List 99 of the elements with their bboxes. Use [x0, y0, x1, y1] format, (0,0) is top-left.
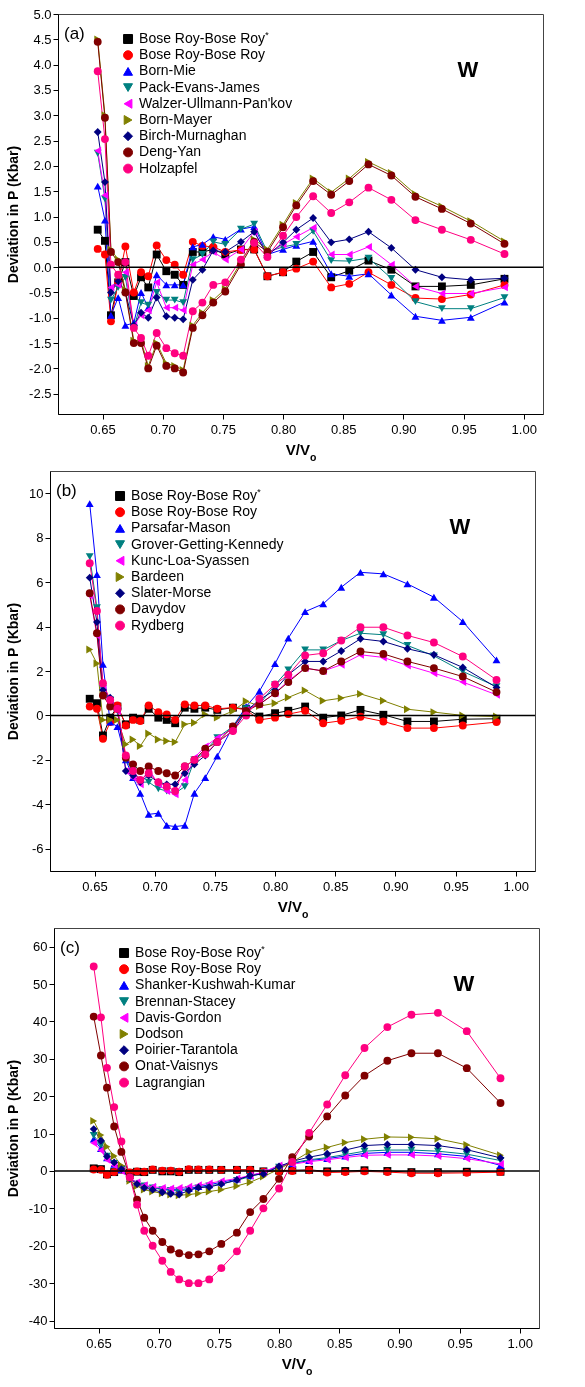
y-tick-label: -10 [28, 1200, 48, 1216]
legend-label: Walzer-Ullmann-Pan'kov [139, 94, 293, 111]
annotation: W [449, 514, 471, 539]
x-tick-label: 0.90 [383, 878, 409, 894]
y-tick-label: 4 [36, 619, 44, 635]
y-tick-label: 20 [33, 1088, 48, 1104]
legend-label: Holzapfel [139, 159, 198, 176]
y-tick-label: 50 [33, 976, 48, 992]
y-tick-label: 60 [33, 939, 48, 955]
legend-label: Bose Roy-Bose Roy [139, 46, 266, 63]
x-tick-label: 0.70 [150, 421, 176, 437]
legend-label: Slater-Morse [131, 584, 212, 601]
annotation: (b) [56, 481, 77, 500]
x-tick-label: 0.90 [391, 421, 417, 437]
y-tick-label: 5.0 [33, 6, 52, 22]
y-tick-label: -30 [28, 1275, 48, 1291]
y-tick-label: 6 [36, 574, 44, 590]
y-tick-label: -6 [31, 841, 44, 857]
y-tick-label: -2.0 [29, 360, 52, 376]
x-tick-label: 0.65 [86, 1335, 112, 1351]
legend-label: Pack-Evans-James [139, 78, 260, 95]
legend-label: Born-Mayer [139, 111, 213, 127]
legend-label: Shanker-Kushwah-Kumar [135, 976, 296, 993]
x-tick-label: 0.70 [146, 1335, 172, 1351]
x-axis-title: V/V$_{o}$ [285, 440, 317, 463]
x-tick-label: 0.75 [202, 878, 229, 894]
legend-label: Bardeen [131, 568, 184, 584]
y-tick-label: 10 [33, 1126, 48, 1142]
y-axis-title: Deviation in P (Kbar) [5, 145, 22, 284]
y-tick-label: 3.5 [33, 82, 52, 98]
x-tick-label: 0.85 [327, 1335, 353, 1351]
y-tick-label: -0.5 [29, 284, 52, 300]
x-tick-label: 0.80 [262, 878, 289, 894]
y-tick-label: 2.5 [33, 133, 52, 149]
y-tick-label: -20 [28, 1238, 48, 1254]
legend-label: Rydberg [131, 616, 184, 633]
annotation: (a) [64, 24, 85, 43]
x-tick-label: 1.00 [507, 1335, 533, 1351]
y-axis-title: Deviation in P (Kbar) [4, 1059, 21, 1198]
y-tick-label: 2 [36, 663, 44, 679]
x-tick-label: 0.80 [270, 421, 297, 437]
legend-label: Birch-Murnaghan [139, 127, 247, 144]
x-tick-label: 1.00 [503, 878, 529, 894]
x-tick-label: 1.00 [511, 421, 537, 437]
legend-label: Parsafar-Mason [131, 519, 231, 536]
y-tick-label: -1.0 [29, 310, 52, 326]
legend-label: Davis-Gordon [135, 1008, 222, 1025]
y-tick-label: 1.0 [33, 209, 52, 225]
y-tick-label: 0.5 [33, 234, 52, 250]
y-tick-label: 1.5 [33, 183, 52, 199]
y-tick-label: -2.5 [29, 386, 52, 402]
legend-label: Poirier-Tarantola [135, 1041, 238, 1058]
legend-label: Born-Mie [139, 62, 197, 79]
y-tick-label: 4.5 [33, 31, 52, 47]
x-tick-label: 0.80 [266, 1335, 293, 1351]
annotation: W [453, 971, 475, 996]
x-tick-label: 0.65 [82, 878, 108, 894]
y-tick-label: 8 [36, 530, 44, 546]
x-tick-label: 0.65 [90, 421, 116, 437]
legend-label: Lagrangian [135, 1073, 206, 1090]
legend-label: Kunc-Loa-Syassen [131, 551, 250, 568]
x-tick-label: 0.70 [142, 878, 168, 894]
legend-label: Davydov [131, 600, 186, 617]
legend-label: Bose Roy-Bose Roy$^{*}$ [139, 28, 270, 46]
y-tick-label: 30 [33, 1051, 48, 1067]
x-tick-label: 0.90 [387, 1335, 413, 1351]
y-tick-label: 4.0 [33, 57, 52, 73]
x-tick-label: 0.95 [447, 1335, 473, 1351]
x-tick-label: 0.75 [210, 421, 237, 437]
legend-label: Bose Roy-Bose Roy$^{*}$ [135, 942, 266, 960]
legend-label: Bose Roy-Bose Roy [135, 960, 262, 977]
y-tick-label: 3.0 [33, 107, 52, 123]
x-tick-label: 0.85 [323, 878, 349, 894]
y-tick-label: 2.0 [33, 158, 52, 174]
x-tick-label: 0.95 [443, 878, 469, 894]
y-tick-label: 10 [29, 485, 44, 501]
legend-label: Grover-Getting-Kennedy [131, 535, 284, 552]
y-tick-label: -4 [31, 796, 44, 812]
legend-label: Brennan-Stacey [135, 992, 236, 1009]
y-tick-label: -40 [28, 1313, 48, 1329]
y-tick-label: 0 [36, 707, 44, 723]
x-axis-title: V/V$_{o}$ [281, 1354, 313, 1377]
x-tick-label: 0.75 [206, 1335, 233, 1351]
x-tick-label: 0.95 [451, 421, 477, 437]
x-axis-title: V/V$_{o}$ [277, 897, 309, 920]
y-axis-title: Deviation in P (Kbar) [5, 602, 22, 741]
x-tick-label: 0.85 [331, 421, 357, 437]
legend-label: Dodson [135, 1025, 184, 1041]
y-tick-label: -2 [31, 752, 44, 768]
y-tick-label: 40 [33, 1013, 48, 1029]
y-tick-label: -1.5 [29, 335, 52, 351]
y-tick-label: 0 [40, 1163, 48, 1179]
annotation: (c) [60, 938, 80, 957]
legend-label: Deng-Yan [139, 143, 202, 160]
legend-label: Onat-Vaisnys [135, 1057, 219, 1074]
annotation: W [457, 57, 479, 82]
legend-label: Bose Roy-Bose Roy [131, 503, 258, 520]
legend-label: Bose Roy-Bose Roy$^{*}$ [131, 485, 262, 503]
y-tick-label: 0.0 [33, 259, 52, 275]
